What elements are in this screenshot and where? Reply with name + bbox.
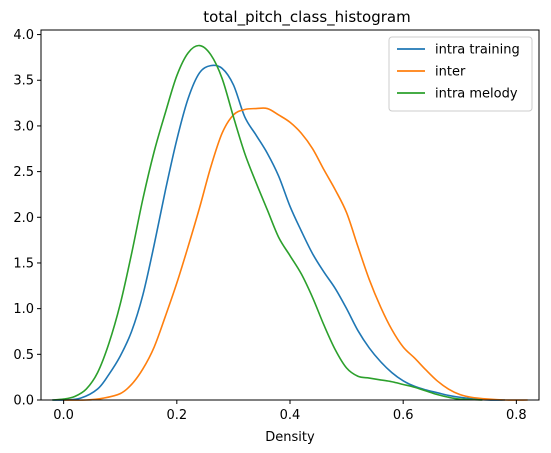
y-tick-label: 1.0	[13, 302, 34, 317]
x-tick-label: 0.2	[166, 408, 187, 423]
legend-label-1: intra training	[435, 43, 520, 58]
y-tick-label: 0.5	[13, 348, 34, 363]
x-axis: 0.0 0.2 0.4 0.6 0.8	[53, 400, 527, 423]
x-axis-label: Density	[265, 430, 315, 445]
legend-label-3: intra melody	[435, 87, 518, 102]
y-tick-label: 3.5	[13, 74, 34, 89]
y-tick-label: 2.0	[13, 211, 34, 226]
legend-label-2: inter	[435, 65, 466, 80]
x-tick-label: 0.0	[53, 408, 74, 423]
y-tick-label: 3.0	[13, 119, 34, 134]
x-tick-label: 0.8	[506, 408, 527, 423]
x-tick-label: 0.6	[393, 408, 414, 423]
y-tick-label: 4.0	[13, 28, 34, 43]
y-tick-label: 2.5	[13, 165, 34, 180]
chart-title: total_pitch_class_histogram	[203, 8, 410, 27]
y-axis: 0.0 0.5 1.0 1.5 2.0 2.5 3.0 3.5 4.0	[13, 28, 41, 409]
y-tick-label: 0.0	[13, 394, 34, 409]
plot-lines	[52, 44, 528, 401]
x-tick-label: 0.4	[280, 408, 301, 423]
y-tick-label: 1.5	[13, 256, 34, 271]
series-line-3	[52, 44, 483, 401]
legend: intra training inter intra melody	[388, 36, 533, 112]
series-line-2	[63, 107, 528, 401]
